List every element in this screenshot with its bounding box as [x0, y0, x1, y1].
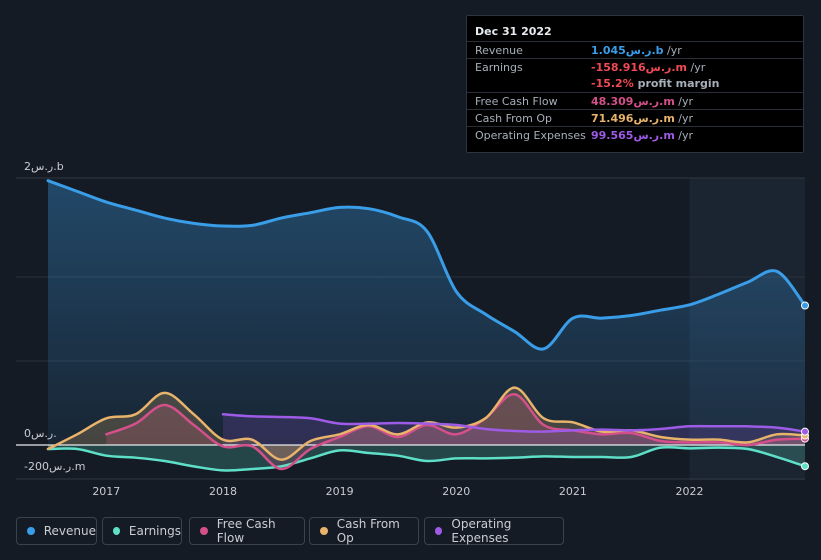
x-tick-label: 2019 [326, 485, 354, 498]
series-line-free-cash-flow[interactable] [105, 393, 807, 471]
x-tick-label: 2020 [442, 485, 470, 498]
x-tick-label: 2021 [559, 485, 587, 498]
tooltip-value: 48.309ر.س.m /yr [591, 95, 694, 108]
tooltip-label: Free Cash Flow [475, 95, 558, 108]
area-earnings [48, 445, 805, 471]
tooltip-value: -158.916ر.س.m /yr [591, 61, 706, 74]
x-tick-label: 2018 [209, 485, 237, 498]
endpoint-earnings [801, 462, 809, 471]
legend-earnings[interactable]: Earnings [102, 517, 182, 545]
legend-label: Earnings [128, 524, 181, 538]
legend-dot-icon [113, 527, 120, 535]
tooltip-date: Dec 31 2022 [475, 25, 552, 38]
tooltip-row-earnings: Earnings -158.916ر.س.m /yr [467, 58, 803, 76]
x-tick-label: 2022 [676, 485, 704, 498]
tooltip-value: 71.496ر.س.m /yr [591, 112, 694, 125]
y-tick-zero: 0ر.س. [24, 427, 57, 440]
series-line-cash-from-op[interactable] [46, 386, 807, 461]
tooltip-panel: Dec 31 2022 Revenue 1.045ر.س.b /yr Earni… [466, 15, 804, 153]
legend-dot-icon [320, 527, 328, 535]
tooltip-label: Cash From Op [475, 112, 553, 125]
legend-label: Operating Expenses [451, 517, 512, 545]
tooltip-label: Revenue [475, 44, 523, 57]
endpoint-revenue [801, 301, 809, 310]
y-tick-top: 2ر.س.b [24, 160, 64, 173]
tooltip-value: 1.045ر.س.b /yr [591, 44, 682, 57]
x-tick-label: 2017 [92, 485, 120, 498]
legend-dot-icon [200, 527, 208, 535]
tooltip-row-opex: Operating Expenses 99.565ر.س.m /yr [467, 126, 803, 144]
legend-revenue[interactable]: Revenue [16, 517, 97, 545]
legend-label: Revenue [43, 524, 96, 538]
y-tick-bottom: -200ر.س.m [24, 460, 85, 473]
series-line-operating-expenses[interactable] [221, 413, 807, 433]
tooltip-value: 99.565ر.س.m /yr [591, 129, 694, 142]
area-free-cash-flow [106, 394, 805, 470]
legend-cash-from-op[interactable]: Cash From Op [309, 517, 419, 545]
legend-label: Free Cash Flow [216, 517, 276, 545]
tooltip-label: Earnings [475, 61, 523, 74]
legend-dot-icon [435, 527, 443, 535]
tooltip-row-cfo: Cash From Op 71.496ر.س.m /yr [467, 109, 803, 127]
series-line-revenue[interactable] [46, 179, 807, 351]
legend-free-cash-flow[interactable]: Free Cash Flow [189, 517, 305, 545]
tooltip-row-fcf: Free Cash Flow 48.309ر.س.m /yr [467, 92, 803, 110]
area-revenue [48, 180, 805, 446]
tooltip-row-margin: -15.2% profit margin [467, 75, 803, 92]
chart: 2017 2018 2019 2020 2021 2022 2ر.س.b 0ر.س. -2… [16, 160, 809, 498]
legend-dot-icon [27, 527, 35, 535]
endpoint-operating-expenses [801, 427, 809, 436]
tooltip-label: Operating Expenses [475, 129, 586, 142]
series-line-earnings[interactable] [46, 445, 807, 472]
legend-label: Cash From Op [336, 517, 400, 545]
tooltip-value: -15.2% profit margin [591, 77, 720, 90]
legend-operating-expenses[interactable]: Operating Expenses [424, 517, 564, 545]
tooltip-row-revenue: Revenue 1.045ر.س.b /yr [467, 41, 803, 59]
